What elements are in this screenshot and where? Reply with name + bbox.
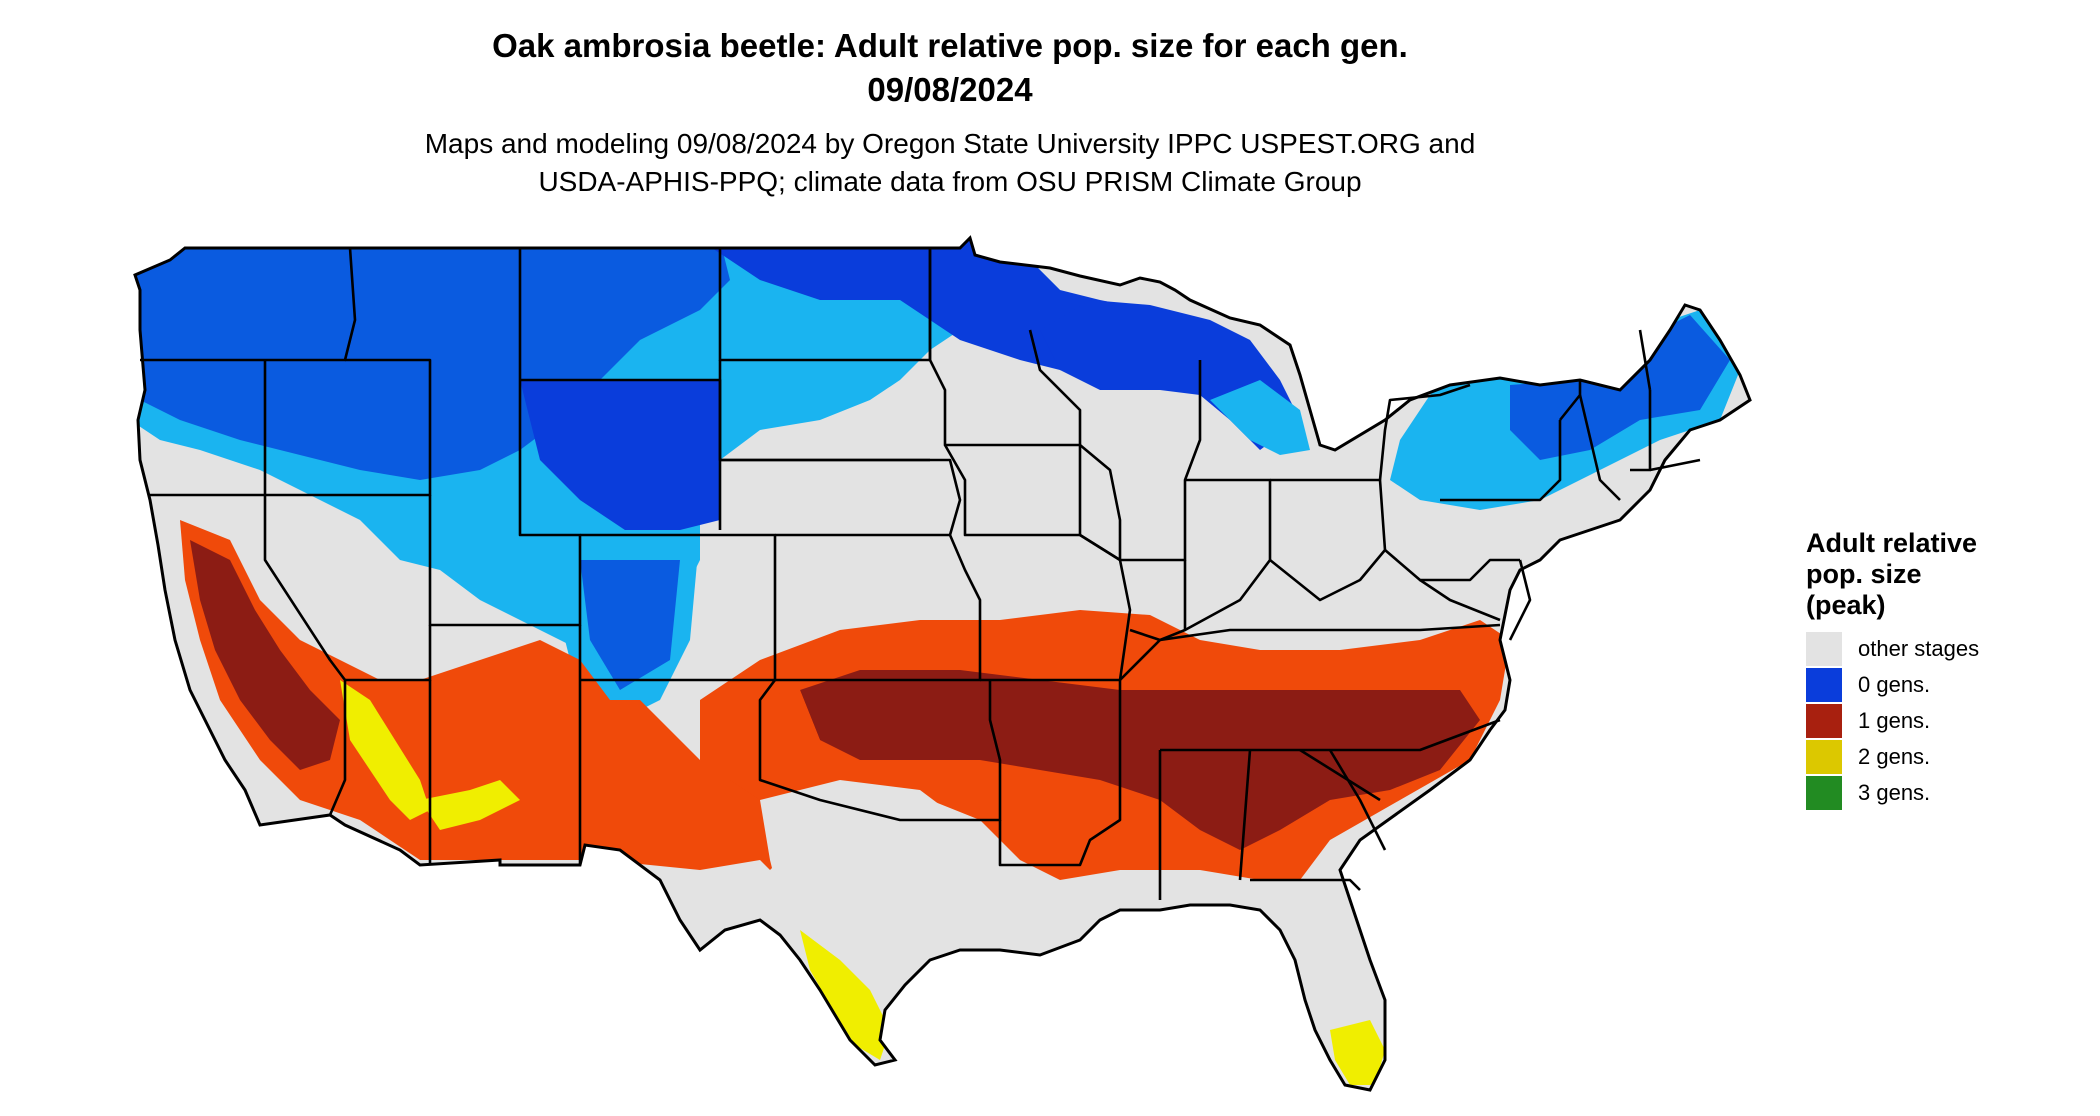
legend-title-line: Adult relative <box>1806 528 1978 558</box>
legend-swatch <box>1806 776 1842 810</box>
legend-label: 3 gens. <box>1858 780 1931 805</box>
map-subtitle-line2: USDA-APHIS-PPQ; climate data from OSU PR… <box>538 166 1362 197</box>
legend-swatch <box>1806 740 1842 774</box>
map-title: Oak ambrosia beetle: Adult relative pop.… <box>492 27 1408 64</box>
legend-item-1-gens: 1 gens. <box>1806 703 1979 739</box>
legend-item-0-gens: 0 gens. <box>1806 667 1979 703</box>
legend-swatch <box>1806 668 1842 702</box>
legend-item-other-stages: other stages <box>1806 631 1979 667</box>
legend-item-3-gens: 3 gens. <box>1806 775 1979 811</box>
legend-swatch <box>1806 704 1842 738</box>
legend-title-line: (peak) <box>1806 590 1886 620</box>
us-map <box>133 236 1752 1092</box>
legend-label: 0 gens. <box>1858 672 1931 697</box>
map-date: 09/08/2024 <box>867 71 1033 108</box>
map-subtitle-line1: Maps and modeling 09/08/2024 by Oregon S… <box>424 128 1476 159</box>
legend-label: 1 gens. <box>1858 708 1931 733</box>
legend-title: Adult relative pop. size (peak) <box>1806 528 1979 621</box>
legend-label: other stages <box>1858 636 1980 661</box>
legend: Adult relative pop. size (peak) other st… <box>1806 528 1979 811</box>
legend-swatch <box>1806 632 1842 666</box>
legend-label: 2 gens. <box>1858 744 1931 769</box>
legend-title-line: pop. size <box>1806 559 1922 589</box>
legend-item-2-gens: 2 gens. <box>1806 739 1979 775</box>
